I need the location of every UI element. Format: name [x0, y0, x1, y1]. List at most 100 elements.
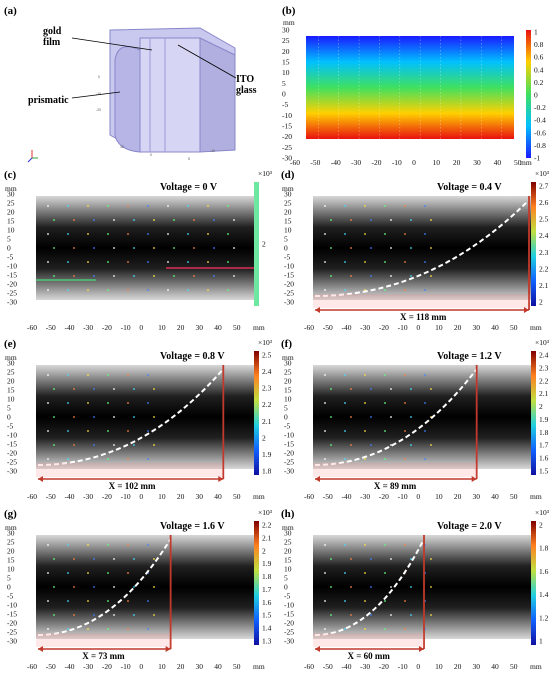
- mesh-dot: [67, 600, 69, 602]
- colorbar-tick: 2: [539, 298, 543, 307]
- mesh-dot: [324, 205, 326, 207]
- mesh-dot: [173, 219, 175, 221]
- mesh-dot: [153, 444, 155, 446]
- colorbar-tick: 2.2: [539, 376, 549, 385]
- y-tick: -15: [7, 440, 17, 449]
- mesh-dot: [173, 247, 175, 249]
- x-tick: 20: [177, 662, 185, 671]
- mesh-dot: [47, 628, 49, 630]
- panel-label-a: (a): [4, 5, 17, 17]
- x-tick: -10: [121, 662, 131, 671]
- mesh-dot: [410, 416, 412, 418]
- b-x-tick: 10: [433, 158, 441, 167]
- b-x-tick: 0: [412, 158, 416, 167]
- mesh-dot: [73, 444, 75, 446]
- mesh-dot: [47, 261, 49, 263]
- arrow-head-right: [165, 646, 171, 652]
- y-unit: mm: [5, 523, 17, 532]
- mesh-dot: [390, 444, 392, 446]
- mesh-dot: [53, 586, 55, 588]
- x-unit: mm: [253, 492, 265, 501]
- x-tick: -30: [360, 492, 370, 501]
- mesh-dot: [430, 614, 432, 616]
- x-tick: 20: [454, 662, 462, 671]
- mesh-dot: [73, 614, 75, 616]
- y-tick: -25: [284, 458, 294, 467]
- x-tick: 50: [233, 492, 241, 501]
- ito-label-2: glass: [236, 85, 257, 96]
- voltage-label: Voltage = 1.6 V: [160, 521, 225, 532]
- x-tick: -60: [304, 492, 314, 501]
- mesh-dot: [67, 402, 69, 404]
- arrow-head-left: [315, 476, 320, 482]
- mesh-dot: [127, 544, 129, 546]
- svg-text:-10: -10: [96, 92, 101, 96]
- y-tick: 20: [7, 208, 15, 217]
- mesh-dot: [127, 430, 129, 432]
- mesh-dot: [187, 205, 189, 207]
- x-tick: 40: [491, 323, 499, 332]
- mesh-dot: [384, 572, 386, 574]
- mesh-dot: [87, 544, 89, 546]
- x-tick: 50: [233, 662, 241, 671]
- mesh-dot: [213, 219, 215, 221]
- ito-arrow: [177, 44, 237, 79]
- colorbar-tick: 1.8: [539, 428, 549, 437]
- mesh-dot: [127, 572, 129, 574]
- colorbar: ×10³ 2.4 2.3 2.2 2.1 2 1.9 1.8 1.7 1.6 1.5: [531, 338, 550, 476]
- y-tick: -5: [7, 592, 13, 601]
- mesh-dot: [127, 628, 129, 630]
- mesh-dot: [133, 558, 135, 560]
- y-tick: 30: [7, 190, 15, 199]
- b-field-map: [306, 36, 514, 139]
- mesh-dot: [233, 275, 235, 277]
- x-tick: -20: [379, 662, 389, 671]
- mesh-dot: [430, 388, 432, 390]
- y-tick: -15: [284, 440, 294, 449]
- mesh-dot: [47, 402, 49, 404]
- x-tick: 30: [196, 492, 204, 501]
- y-tick: -25: [7, 458, 17, 467]
- mesh-dot: [324, 289, 326, 291]
- mesh-dot: [113, 558, 115, 560]
- x-tick: -60: [304, 323, 314, 332]
- x-tick: -40: [341, 662, 351, 671]
- arrow-head-left: [38, 646, 43, 652]
- x-tick: 20: [454, 323, 462, 332]
- mesh-dot: [87, 600, 89, 602]
- y-tick: -10: [7, 431, 17, 440]
- colorbar: ×10³ 2.2 2.1 2 1.9 1.8 1.7 1.6 1.5 1.4 1.3: [254, 508, 273, 646]
- x-ticks: -60 -50 -40 -30 -20 -10 0 10 20 30 40 50: [304, 492, 518, 501]
- colorbar-tick: 1.4: [262, 624, 272, 633]
- y-tick: 25: [7, 538, 15, 547]
- mesh-dot: [193, 219, 195, 221]
- b-colorbar-tick: 0.2: [534, 78, 544, 87]
- mesh-dot: [344, 628, 346, 630]
- mesh-dot: [107, 402, 109, 404]
- mesh-dot: [344, 233, 346, 235]
- colorbar: ×10³ 2 1.8 1.6 1.4 1.2 1: [531, 508, 550, 646]
- mesh-dot: [73, 558, 75, 560]
- mesh-dot: [93, 558, 95, 560]
- mesh-dot: [107, 205, 109, 207]
- y-tick: 30: [284, 190, 292, 199]
- x-tick: -30: [83, 662, 93, 671]
- x-tick: -60: [27, 323, 37, 332]
- mesh-dot: [344, 600, 346, 602]
- mesh-dot: [127, 600, 129, 602]
- colorbar-tick: 2.3: [539, 248, 549, 257]
- y-unit: mm: [282, 353, 294, 362]
- y-tick: 15: [284, 386, 292, 395]
- b-y-tick: -10: [282, 111, 292, 120]
- colorbar-tick: 1.9: [262, 450, 272, 459]
- mesh-dot: [127, 261, 129, 263]
- y-tick: 0: [284, 244, 288, 253]
- panel-label-f: (f): [281, 338, 292, 350]
- colorbar: ×10³ 2.7 2.6 2.5 2.4 2.3 2.2 2.1 2: [531, 169, 550, 307]
- y-tick: 15: [284, 217, 292, 226]
- mesh-dot: [364, 430, 366, 432]
- mesh-dot: [147, 430, 149, 432]
- mesh-dot: [53, 614, 55, 616]
